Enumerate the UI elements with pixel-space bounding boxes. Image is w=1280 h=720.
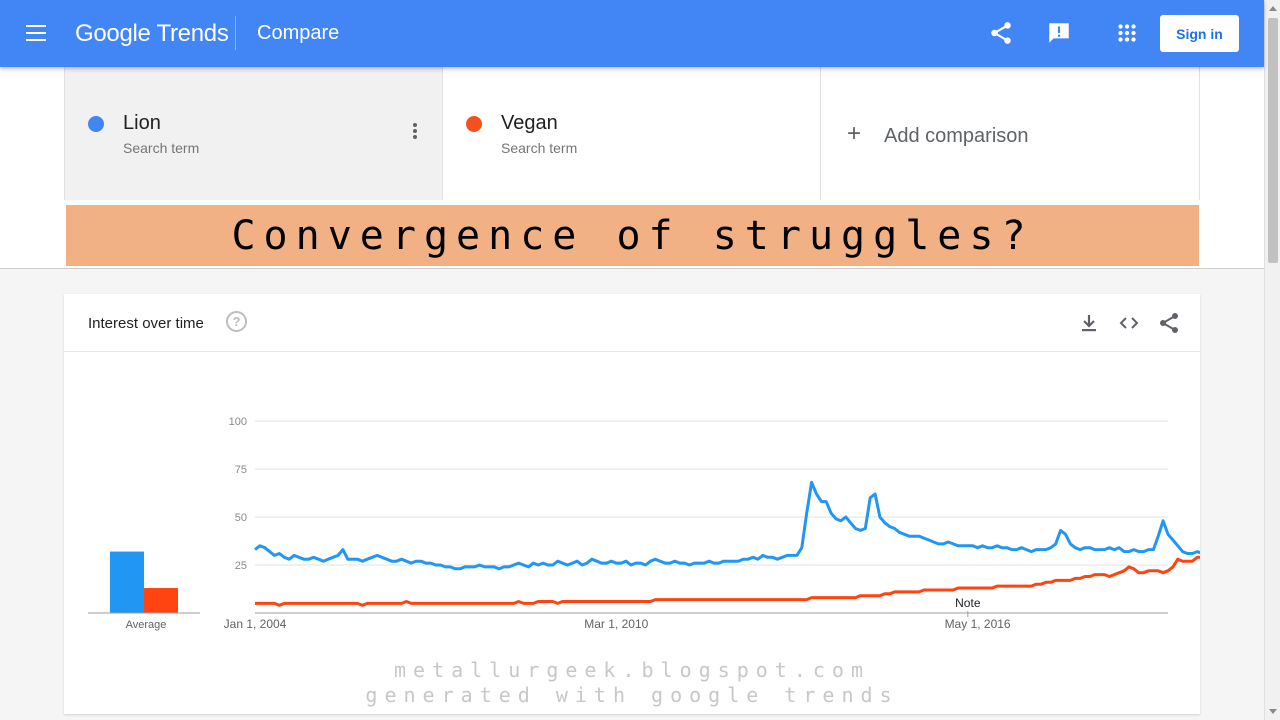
term-type: Search term — [501, 140, 578, 156]
add-comparison-label: Add comparison — [884, 125, 1029, 147]
y-tick-label: 50 — [235, 512, 247, 524]
share-icon[interactable] — [1157, 311, 1181, 335]
term-color-dot — [88, 116, 104, 132]
page-title: Compare — [257, 22, 340, 44]
term-card-vegan[interactable]: Vegan Search term — [443, 67, 821, 200]
term-name[interactable]: Vegan — [501, 112, 558, 134]
x-tick-label: May 1, 2016 — [945, 617, 1011, 631]
y-tick-label: 75 — [235, 464, 247, 476]
scrollbar-thumb[interactable] — [1268, 18, 1278, 263]
feedback-icon[interactable] — [1046, 20, 1072, 46]
watermark-line-1: metallurgeek.blogspot.com — [393, 658, 871, 682]
x-tick-label: Jan 1, 2004 — [224, 617, 287, 631]
card-title: Interest over time — [88, 315, 204, 332]
series-line-lion — [254, 480, 1200, 571]
y-tick-label: 100 — [229, 416, 247, 428]
watermark-line-2: generated with google trends — [365, 683, 899, 707]
average-bar-vegan — [144, 588, 178, 613]
term-color-dot — [466, 116, 482, 132]
scroll-up-icon[interactable] — [1269, 6, 1277, 11]
search-terms-bar: Lion Search term Vegan Search term + Add… — [0, 67, 1264, 269]
y-tick-label: 25 — [235, 560, 247, 572]
page-scrollbar[interactable] — [1264, 0, 1280, 720]
plus-icon: + — [847, 120, 862, 147]
add-comparison-button[interactable]: + Add comparison — [821, 67, 1200, 200]
google-trends-logo[interactable]: Google Trends — [75, 20, 229, 47]
share-icon[interactable] — [988, 20, 1014, 46]
term-type: Search term — [123, 140, 200, 156]
download-icon[interactable] — [1077, 311, 1101, 335]
header-divider — [235, 16, 236, 50]
interest-over-time-card: Interest over time ? 100 75 50 25 Jan 1, 200… — [64, 294, 1200, 714]
scroll-down-icon[interactable] — [1269, 709, 1277, 714]
note-label: Note — [955, 596, 981, 610]
card-header: Interest over time ? — [64, 294, 1200, 352]
menu-icon[interactable] — [26, 25, 46, 41]
sign-in-button[interactable]: Sign in — [1160, 15, 1239, 52]
more-vert-icon[interactable] — [405, 123, 425, 143]
apps-grid-icon[interactable] — [1114, 20, 1140, 46]
average-label: Average — [126, 619, 167, 631]
x-tick-label: Mar 1, 2010 — [584, 617, 648, 631]
term-name[interactable]: Lion — [123, 112, 161, 134]
overlay-banner: Convergence of struggles? — [66, 205, 1199, 266]
series-line-vegan — [255, 555, 1200, 607]
embed-icon[interactable] — [1117, 311, 1141, 335]
app-header: Google Trends Compare Sign in — [0, 0, 1264, 67]
help-icon[interactable]: ? — [226, 311, 247, 332]
term-card-lion[interactable]: Lion Search term — [64, 67, 443, 200]
average-bar-lion — [110, 551, 144, 613]
interest-chart[interactable]: 100 75 50 25 Jan 1, 2004 Mar 1, 2010 May 1, 20… — [64, 352, 1200, 714]
